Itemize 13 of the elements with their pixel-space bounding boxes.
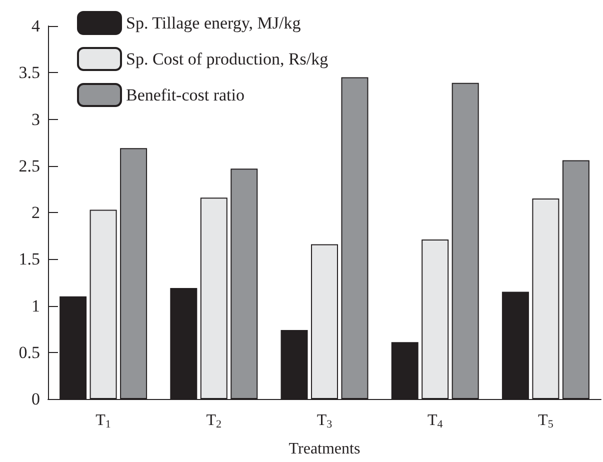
y-tick-label: 2 (32, 203, 40, 222)
y-tick-label: 3.5 (18, 63, 40, 82)
y-tick-label: 1 (32, 296, 40, 316)
y-tick-label: 0 (32, 390, 40, 408)
y-tick-label: 4 (32, 16, 40, 36)
y-tick-label: 3 (32, 110, 40, 129)
x-axis-title: Treatments (288, 440, 360, 458)
legend-label: Sp. Cost of production, Rs/kg (126, 50, 329, 68)
y-tick-label: 0.5 (18, 342, 40, 362)
legend-label: Sp. Tillage energy, MJ/kg (126, 14, 302, 32)
y-tick-label: 2.5 (18, 156, 40, 176)
y-tick-label: 1.5 (18, 250, 40, 269)
legend-label: Benefit-cost ratio (126, 86, 244, 104)
